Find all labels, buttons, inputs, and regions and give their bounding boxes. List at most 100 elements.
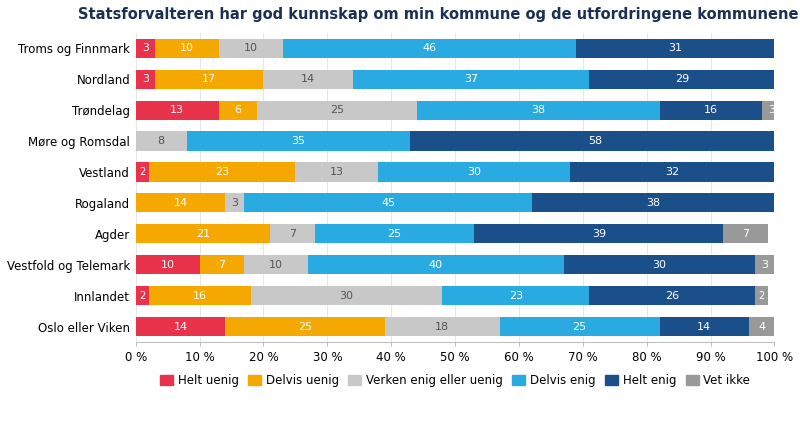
Bar: [244, 193, 532, 212]
Text: 58: 58: [589, 136, 602, 146]
Bar: [417, 101, 659, 120]
Text: 45: 45: [381, 198, 395, 208]
Text: 10: 10: [180, 43, 194, 54]
Bar: [136, 131, 187, 151]
Text: 3: 3: [142, 43, 149, 54]
Text: 4: 4: [758, 321, 766, 332]
Bar: [314, 224, 474, 244]
Text: 14: 14: [697, 321, 711, 332]
Bar: [500, 317, 659, 336]
Bar: [353, 70, 590, 89]
Bar: [295, 162, 378, 181]
Bar: [136, 317, 225, 336]
Bar: [564, 255, 755, 274]
Bar: [270, 224, 314, 244]
Text: 38: 38: [646, 198, 660, 208]
Text: 14: 14: [174, 321, 187, 332]
Text: 7: 7: [742, 229, 750, 239]
Text: 8: 8: [158, 136, 165, 146]
Bar: [378, 162, 570, 181]
Text: 6: 6: [234, 105, 242, 115]
Bar: [762, 101, 781, 120]
Text: 10: 10: [244, 43, 258, 54]
Text: 2: 2: [139, 291, 146, 300]
Bar: [755, 255, 774, 274]
Text: 3: 3: [231, 198, 238, 208]
Text: 30: 30: [339, 291, 354, 300]
Text: 23: 23: [215, 167, 229, 177]
Bar: [282, 39, 577, 58]
Bar: [442, 286, 590, 305]
Text: 3: 3: [768, 105, 774, 115]
Bar: [755, 286, 768, 305]
Text: 2: 2: [758, 291, 765, 300]
Text: 37: 37: [464, 74, 478, 84]
Bar: [187, 131, 410, 151]
Text: 25: 25: [330, 105, 344, 115]
Text: 40: 40: [429, 260, 443, 270]
Bar: [577, 39, 774, 58]
Text: 10: 10: [270, 260, 283, 270]
Text: 30: 30: [653, 260, 666, 270]
Text: 29: 29: [674, 74, 689, 84]
Text: 2: 2: [139, 167, 146, 177]
Text: 10: 10: [161, 260, 174, 270]
Bar: [244, 255, 308, 274]
Text: 14: 14: [301, 74, 315, 84]
Text: 16: 16: [704, 105, 718, 115]
Bar: [149, 286, 250, 305]
Bar: [590, 70, 774, 89]
Text: 35: 35: [292, 136, 306, 146]
Text: 25: 25: [298, 321, 312, 332]
Bar: [659, 317, 749, 336]
Text: 38: 38: [531, 105, 546, 115]
Bar: [385, 317, 500, 336]
Bar: [155, 70, 263, 89]
Bar: [570, 162, 774, 181]
Bar: [532, 193, 774, 212]
Text: 46: 46: [422, 43, 437, 54]
Bar: [149, 162, 295, 181]
Text: 26: 26: [666, 291, 679, 300]
Text: 7: 7: [289, 229, 296, 239]
Text: 18: 18: [435, 321, 450, 332]
Bar: [136, 286, 149, 305]
Bar: [136, 193, 225, 212]
Bar: [200, 255, 244, 274]
Bar: [218, 101, 257, 120]
Bar: [136, 162, 149, 181]
Text: 13: 13: [170, 105, 184, 115]
Text: 16: 16: [193, 291, 206, 300]
Bar: [590, 286, 755, 305]
Text: 13: 13: [330, 167, 344, 177]
Bar: [136, 70, 155, 89]
Bar: [410, 131, 781, 151]
Text: 21: 21: [196, 229, 210, 239]
Bar: [218, 39, 282, 58]
Legend: Helt uenig, Delvis uenig, Verken enig eller uenig, Delvis enig, Helt enig, Vet i: Helt uenig, Delvis uenig, Verken enig el…: [155, 369, 755, 392]
Bar: [136, 39, 155, 58]
Bar: [250, 286, 442, 305]
Text: 14: 14: [174, 198, 187, 208]
Text: 31: 31: [669, 43, 682, 54]
Bar: [136, 255, 200, 274]
Text: 23: 23: [509, 291, 523, 300]
Bar: [225, 317, 385, 336]
Bar: [263, 70, 353, 89]
Bar: [136, 101, 218, 120]
Text: 25: 25: [573, 321, 586, 332]
Bar: [308, 255, 564, 274]
Title: Statsforvalteren har god kunnskap om min kommune og de utfordringene kommunene h: Statsforvalteren har god kunnskap om min…: [78, 7, 800, 22]
Text: 32: 32: [666, 167, 679, 177]
Bar: [749, 317, 774, 336]
Bar: [136, 224, 270, 244]
Text: 30: 30: [467, 167, 482, 177]
Bar: [659, 101, 762, 120]
Text: 25: 25: [387, 229, 402, 239]
Text: 17: 17: [202, 74, 216, 84]
Bar: [155, 39, 218, 58]
Text: 3: 3: [762, 260, 769, 270]
Text: 7: 7: [218, 260, 226, 270]
Text: 39: 39: [592, 229, 606, 239]
Bar: [723, 224, 768, 244]
